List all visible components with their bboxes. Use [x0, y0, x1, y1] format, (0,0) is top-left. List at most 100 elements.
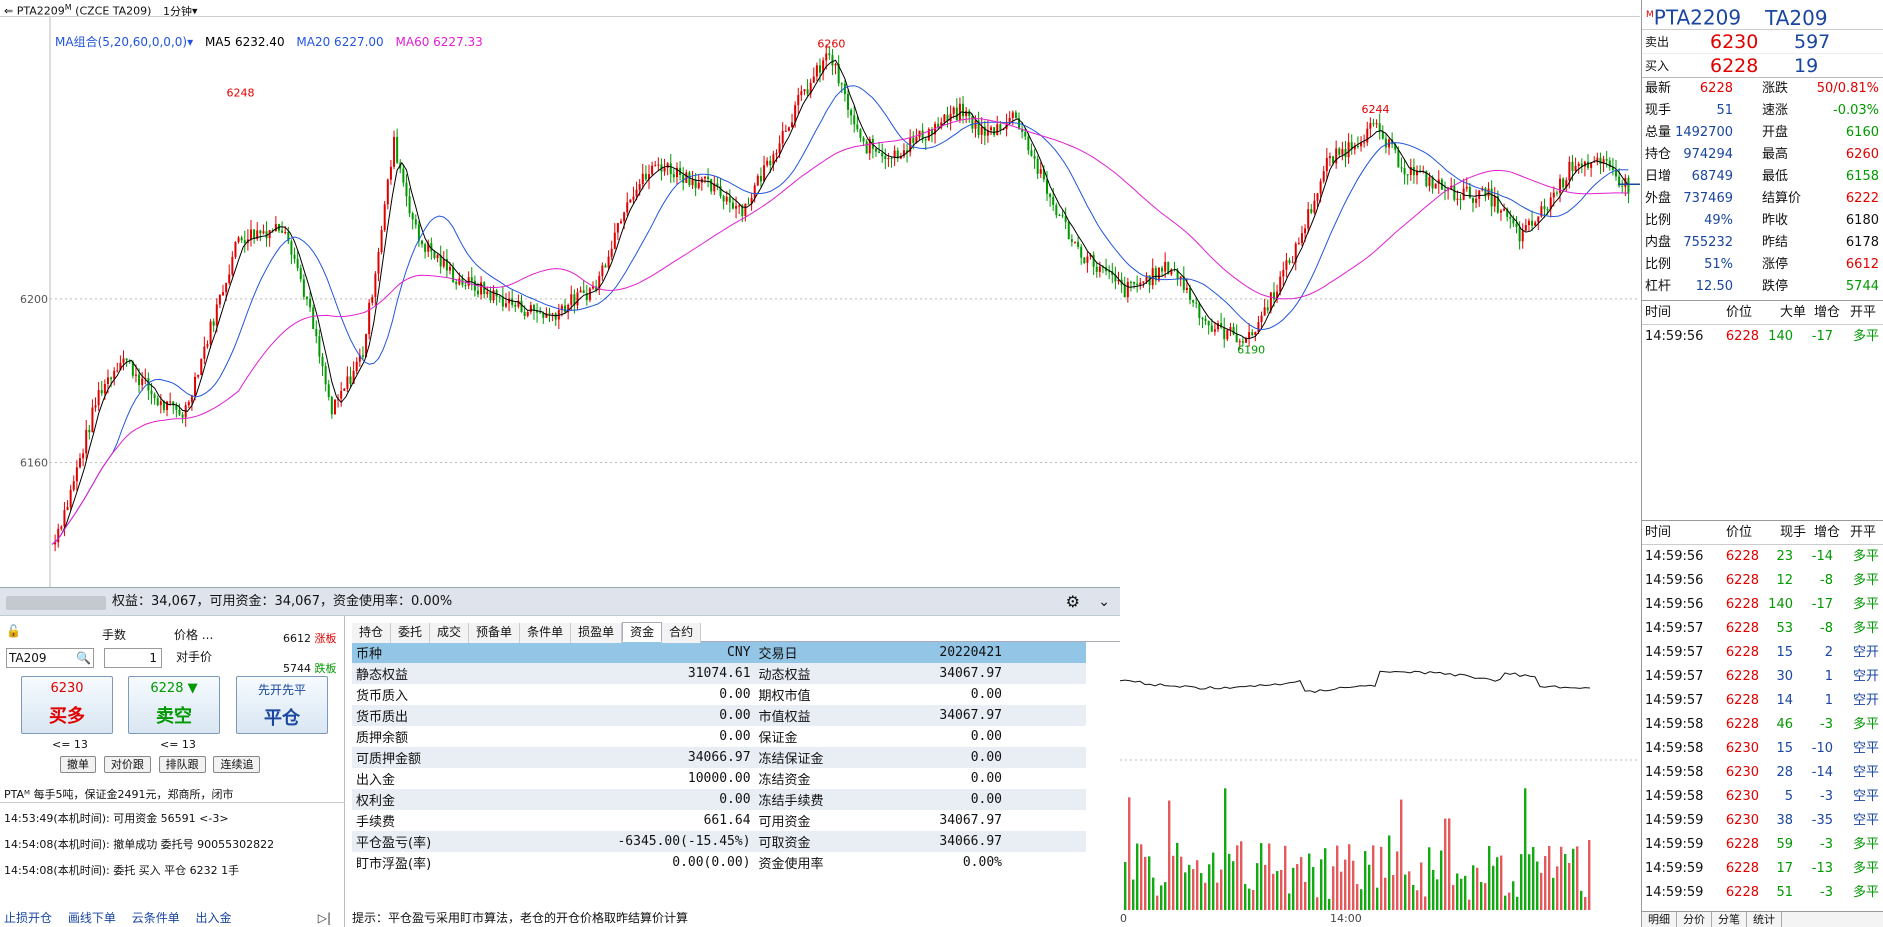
candle-body — [523, 311, 526, 316]
ma-group-label[interactable]: MA组合(5,20,60,0,0,0) — [55, 35, 188, 49]
continuous-chase-button[interactable]: 连续追 — [213, 756, 261, 773]
trade-price: 6228 — [1725, 693, 1759, 708]
tab-funds[interactable]: 资金 — [622, 622, 663, 642]
tab-trades[interactable]: 成交 — [430, 623, 470, 643]
log-line: 14:54:08(本机时间): 委托 买入 平仓 6232 1手 — [4, 864, 240, 877]
cloud-order-link[interactable]: 云条件单 — [131, 911, 180, 925]
candle-body — [983, 126, 986, 136]
kline-svg[interactable]: 6200 6160 6248 6260 6244 6190 — [0, 17, 1640, 587]
kline-chart[interactable]: 6200 6160 6248 6260 6244 6190 MA组合(5,20,60,0,… — [0, 17, 1640, 587]
trade-oi-change: -17 — [1811, 329, 1833, 344]
candle-body — [88, 429, 91, 433]
candle-body — [1210, 325, 1213, 332]
candle-body — [330, 396, 333, 415]
candle-body — [1164, 261, 1167, 272]
candle-body — [759, 175, 762, 182]
chevron-down-icon[interactable]: ▾ — [187, 35, 194, 49]
candle-body — [1611, 167, 1614, 171]
candle-body — [116, 370, 119, 372]
candle-body — [1095, 266, 1098, 272]
collapse-right-icon[interactable]: ▷| — [317, 911, 331, 925]
gear-icon[interactable]: ⚙ — [1065, 592, 1080, 611]
candle-body — [1565, 180, 1568, 188]
candle-body — [371, 297, 374, 303]
tab-prepared[interactable]: 预备单 — [469, 623, 521, 643]
candle-body — [1201, 318, 1204, 320]
stop-loss-link[interactable]: 止损开仓 — [4, 911, 53, 925]
candle-body — [1244, 338, 1247, 343]
candle-body — [1285, 260, 1288, 270]
funds-pad — [1006, 705, 1086, 726]
volume-bar — [1156, 895, 1159, 910]
candle-body — [498, 296, 501, 298]
tab-tick-split[interactable]: 分笔 — [1712, 912, 1747, 927]
candle-body — [1618, 176, 1621, 186]
volume-bar — [1384, 877, 1387, 910]
trade-oi-change: 2 — [1824, 645, 1833, 660]
candle-body — [284, 232, 287, 234]
tab-price-split[interactable]: 分价 — [1677, 912, 1712, 927]
candle-body — [744, 203, 747, 216]
close-position-button[interactable]: 先开先平 平仓 — [236, 676, 328, 734]
funds-value: 31074.61 — [452, 663, 755, 684]
candle-body — [915, 137, 918, 143]
tab-stop-profit[interactable]: 损盈单 — [571, 623, 623, 643]
search-icon[interactable]: 🔍 — [76, 651, 91, 665]
contract-input[interactable]: TA209 🔍 — [6, 648, 94, 668]
candle-body — [1568, 161, 1571, 181]
candle-body — [63, 510, 66, 527]
qty-input[interactable]: 1 — [104, 648, 162, 668]
queue-follow-button[interactable]: 排队跟 — [158, 756, 206, 773]
candle-body — [119, 362, 122, 371]
volume-bar — [1248, 888, 1251, 910]
candle-body — [1587, 161, 1590, 168]
price-type-select[interactable]: 对手价 — [176, 648, 248, 668]
funds-label: 币种 — [352, 642, 452, 663]
tab-conditional[interactable]: 条件单 — [520, 623, 572, 643]
candle-body — [986, 130, 989, 136]
candle-body — [551, 313, 554, 315]
candle-body — [1086, 256, 1089, 263]
draw-order-link[interactable]: 画线下单 — [67, 911, 116, 925]
tab-contracts[interactable]: 合约 — [662, 623, 702, 643]
volume-bar — [1544, 856, 1547, 910]
funds-value: CNY — [452, 642, 755, 663]
candle-body — [1369, 123, 1372, 129]
candle-body — [1260, 315, 1263, 323]
lock-icon[interactable]: 🔓 — [6, 624, 21, 638]
candle-body — [1126, 282, 1129, 298]
sell-short-button[interactable]: 6228 ▼ 卖空 — [128, 676, 220, 734]
trade-oi-change: -35 — [1811, 813, 1833, 828]
candle-body — [840, 83, 843, 85]
chart-icon[interactable]: ⇐ — [4, 4, 14, 17]
chevron-down-icon[interactable]: ▾ — [191, 4, 198, 17]
buy-long-button[interactable]: 6230 买多 — [21, 676, 113, 734]
follow-counterparty-button[interactable]: 对价跟 — [103, 756, 151, 773]
candle-body — [150, 390, 153, 395]
trade-time: 14:59:59 — [1645, 861, 1704, 876]
volume-bar — [1352, 860, 1355, 910]
collapse-icon[interactable]: ⌄ — [1098, 594, 1110, 610]
candle-body — [147, 378, 150, 391]
trade-type: 空平 — [1852, 741, 1879, 756]
tab-orders[interactable]: 委托 — [391, 623, 431, 643]
trade-oi-change: 1 — [1824, 693, 1833, 708]
candle-body — [1428, 177, 1431, 187]
tab-detail[interactable]: 明细 — [1642, 912, 1677, 927]
funds-value: 0.00 — [719, 729, 751, 744]
period-selector[interactable]: 1分钟 — [162, 4, 192, 17]
candle-body — [1325, 158, 1328, 172]
contract-info: PTAᴹ 每手5吨，保证金2491元，郑商所，闭市 — [4, 788, 234, 801]
stat-label: 涨跌 — [1762, 81, 1789, 96]
symbol-name[interactable]: PTA2209 — [16, 4, 65, 17]
price-type-value: 对手价 — [176, 650, 213, 664]
candle-body — [1136, 283, 1139, 285]
cancel-order-button[interactable]: 撤单 — [60, 756, 96, 773]
candle-body — [592, 286, 595, 289]
tab-stats[interactable]: 统计 — [1747, 912, 1782, 927]
candle-body — [1621, 185, 1624, 187]
funds-transfer-link[interactable]: 出入金 — [195, 911, 232, 925]
candle-body — [940, 122, 943, 128]
candle-body — [1083, 257, 1086, 263]
tab-positions[interactable]: 持仓 — [352, 623, 392, 643]
